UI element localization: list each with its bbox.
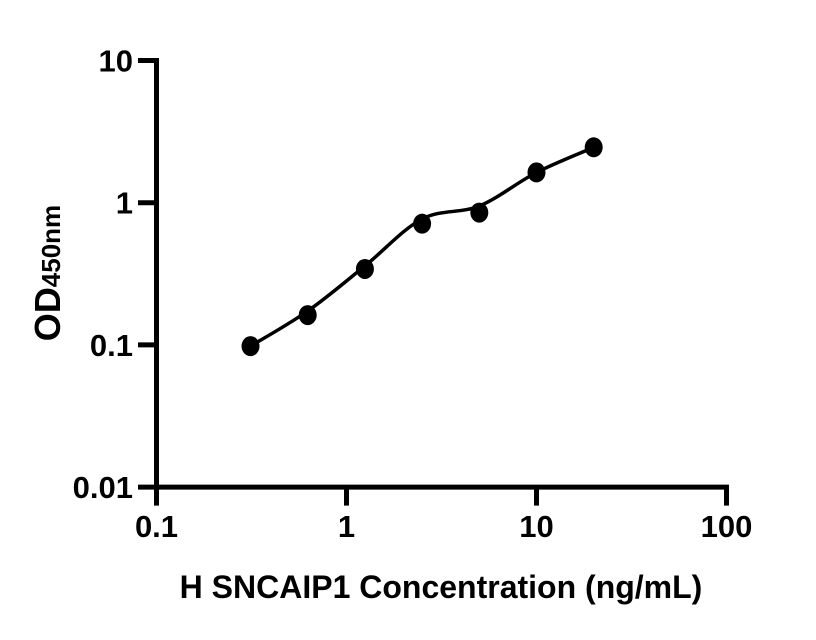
y-tick-label: 10 — [99, 44, 133, 79]
data-point — [527, 162, 546, 183]
y-axis-title-sub: 450nm — [36, 205, 66, 287]
data-points — [241, 137, 603, 357]
data-point — [241, 336, 260, 357]
y-tick-label: 0.01 — [73, 470, 133, 505]
x-tick-labels: 0.1 1 10 100 — [135, 509, 752, 544]
y-axis-ticks — [138, 58, 157, 490]
y-axis-title: OD450nm — [27, 205, 68, 341]
x-tick-label: 10 — [519, 509, 553, 544]
data-point — [584, 137, 603, 158]
x-tick-label: 0.1 — [135, 509, 178, 544]
x-axis-title: H SNCAIP1 Concentration (ng/mL) — [180, 569, 703, 605]
y-tick-label: 1 — [116, 186, 133, 221]
data-point — [413, 213, 432, 234]
y-axis-title-main: OD — [27, 287, 68, 341]
data-point — [470, 202, 489, 223]
axes — [154, 58, 729, 490]
x-tick-label: 100 — [701, 509, 753, 544]
data-point — [355, 258, 374, 279]
x-tick-label: 1 — [338, 509, 355, 544]
x-axis-ticks — [154, 487, 729, 506]
y-tick-label: 0.1 — [90, 328, 133, 363]
data-point — [298, 305, 317, 326]
y-tick-labels: 10 1 0.1 0.01 — [73, 44, 133, 506]
